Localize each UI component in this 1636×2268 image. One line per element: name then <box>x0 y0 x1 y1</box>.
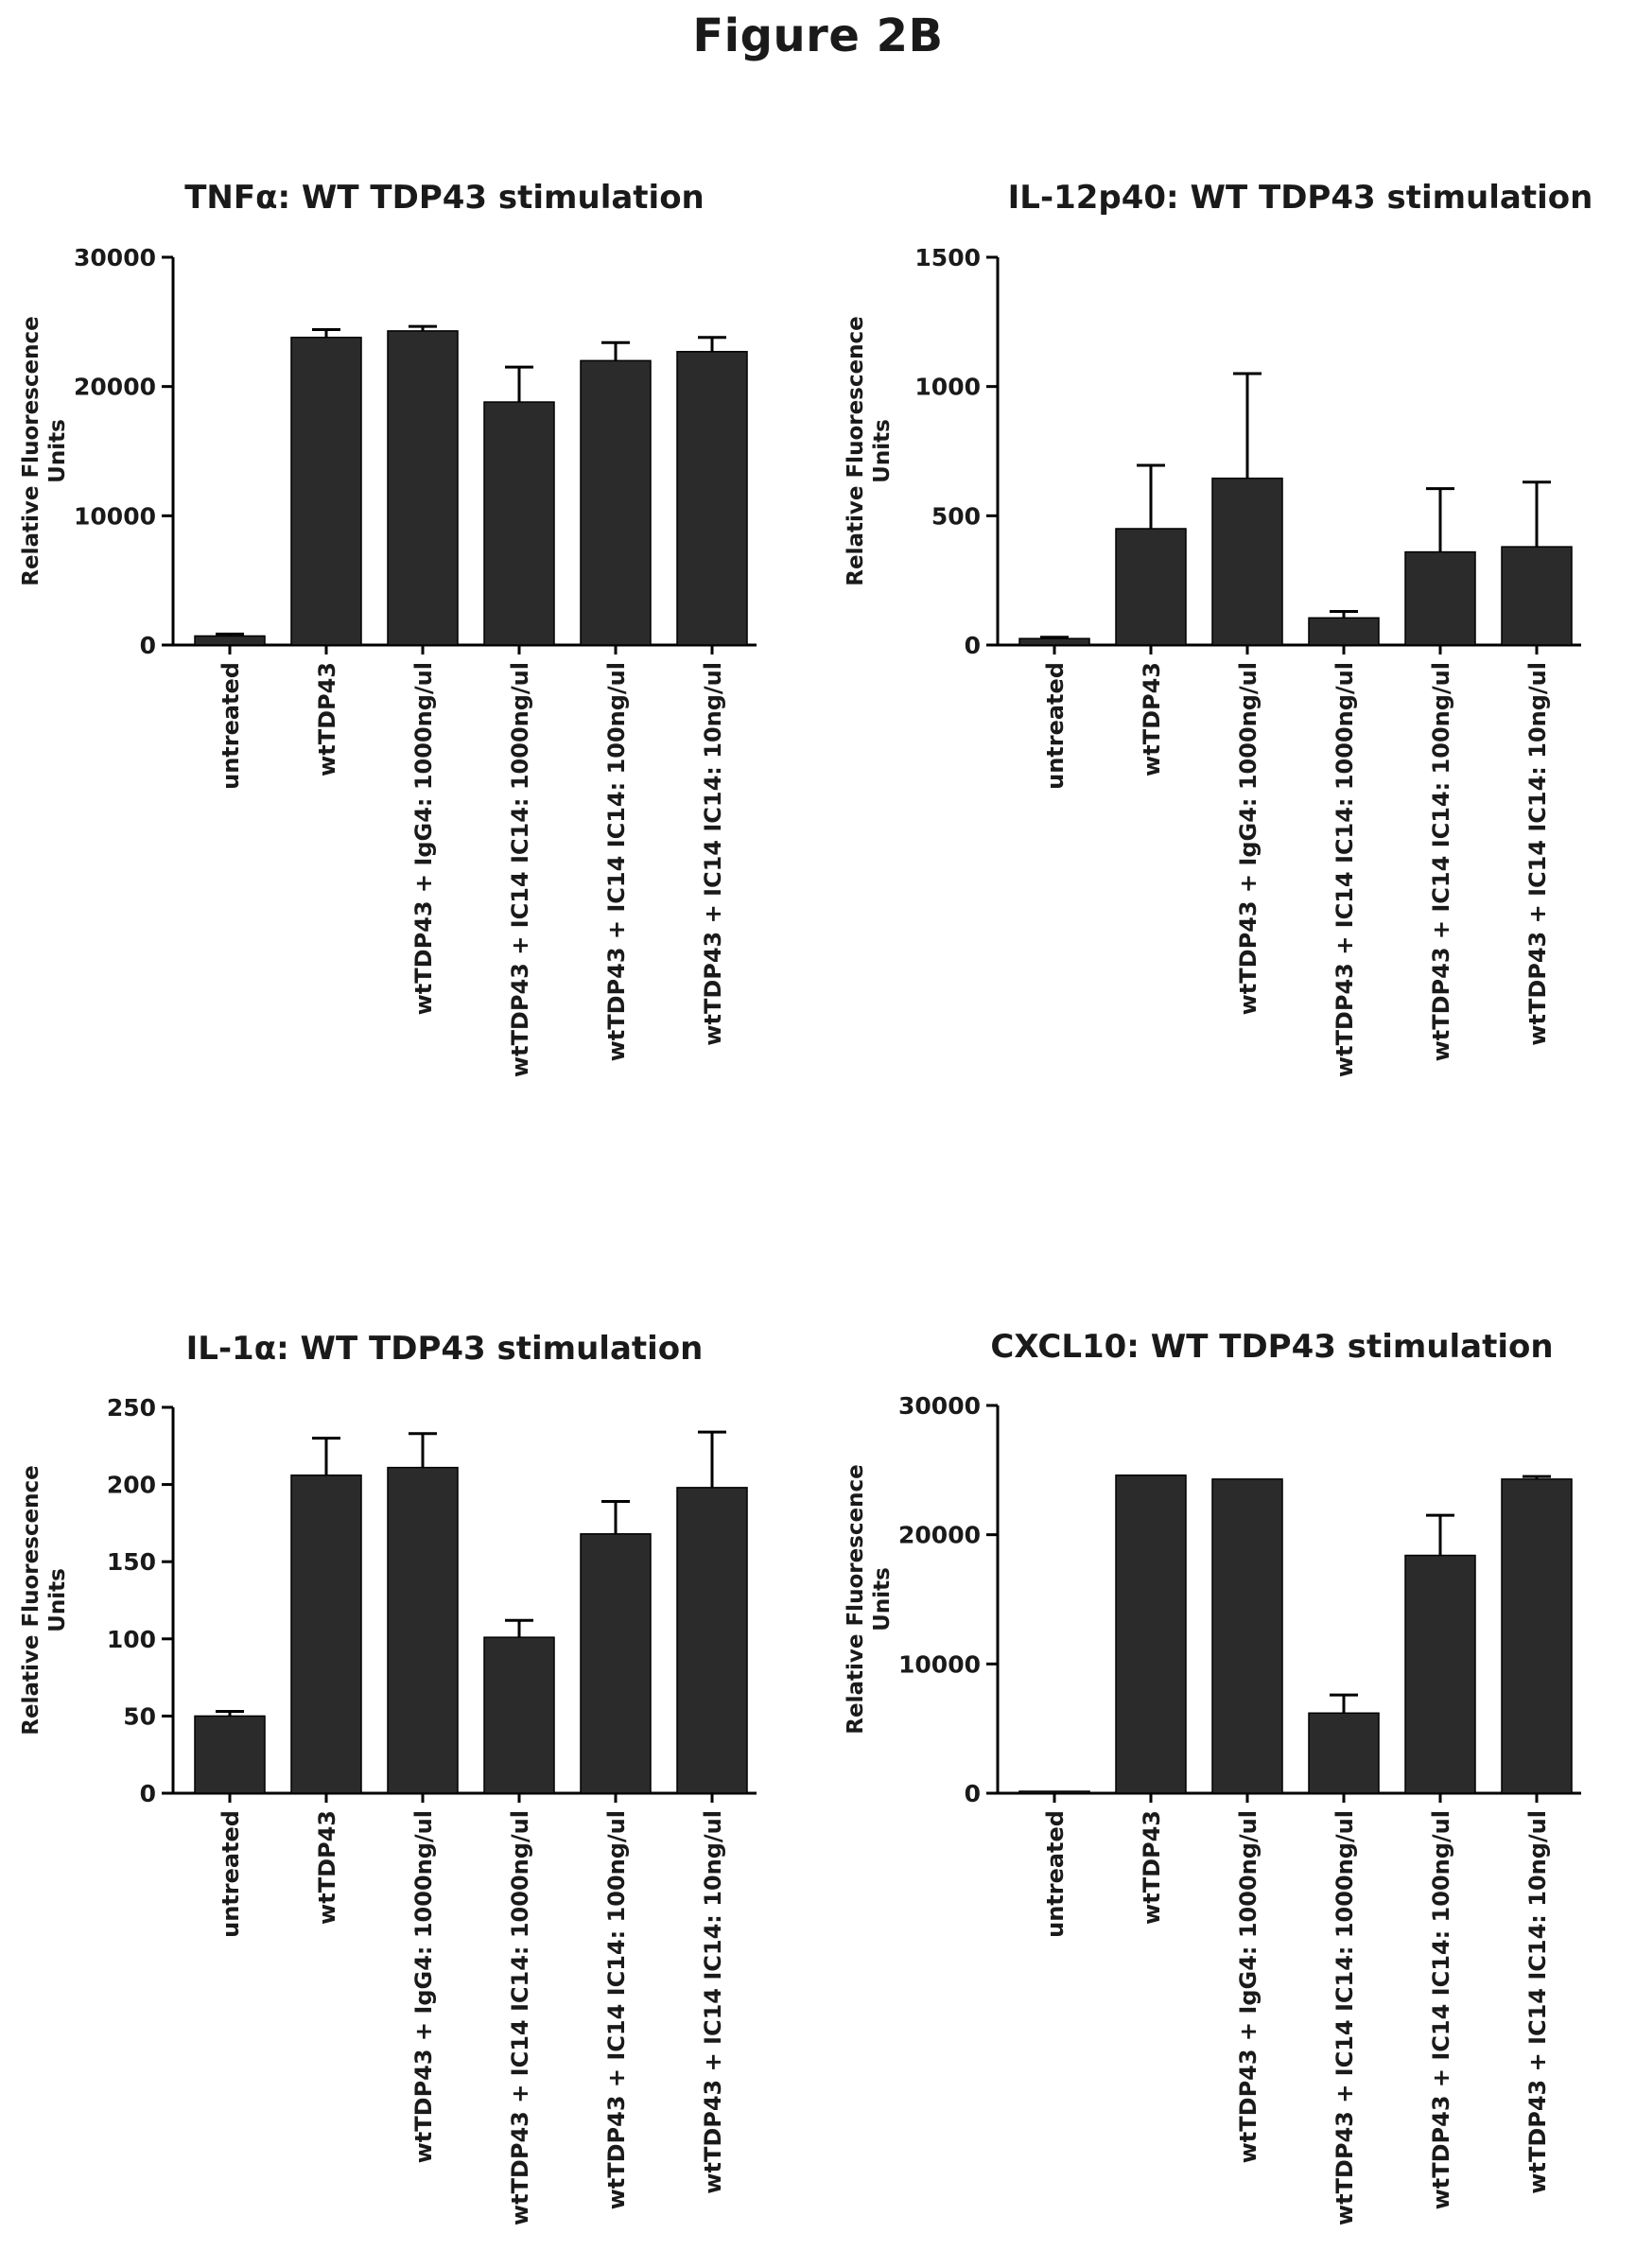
bar <box>676 351 748 646</box>
y-axis-label-line: Relative Fluorescence <box>844 316 868 585</box>
category-label: wtTDP43 + IC14 IC14: 1000ng/ul <box>507 662 533 1077</box>
category-label: wtTDP43 <box>314 1810 340 1925</box>
y-axis-label-line: Units <box>45 419 70 483</box>
y-axis-label-line: Units <box>870 419 895 483</box>
y-axis-label: Relative FluorescenceUnits <box>844 1464 895 1734</box>
bar <box>387 330 459 646</box>
bar <box>1501 1478 1573 1794</box>
bar <box>194 635 266 646</box>
category-label: wtTDP43 + IC14 IC14: 10ng/ul <box>1524 662 1551 1046</box>
bar <box>1501 546 1573 646</box>
chart-title: TNFα: WT TDP43 stimulation <box>184 179 705 217</box>
category-label: wtTDP43 <box>1139 1810 1165 1925</box>
category-label: wtTDP43 + IgG4: 1000ng/ul <box>1235 1810 1262 2163</box>
y-tick-label: 1000 <box>914 374 981 401</box>
category-label: wtTDP43 + IC14 IC14: 100ng/ul <box>1428 1810 1454 2209</box>
category-label: wtTDP43 + IgG4: 1000ng/ul <box>1235 662 1262 1015</box>
y-tick-label: 30000 <box>898 1392 981 1420</box>
bar <box>1115 1474 1187 1794</box>
bar <box>194 1715 266 1794</box>
category-label: wtTDP43 + IC14 IC14: 100ng/ul <box>603 662 630 1061</box>
bar <box>1211 1478 1283 1794</box>
bar <box>483 401 555 646</box>
y-axis-label-line: Relative Fluorescence <box>19 1465 44 1735</box>
y-tick-label: 20000 <box>74 374 156 401</box>
bar <box>1115 528 1187 646</box>
bar <box>676 1487 748 1794</box>
chart-cxcl10: CXCL10: WT TDP43 stimulation Relative Flu… <box>844 1328 1581 2225</box>
category-label: untreated <box>218 662 244 790</box>
y-axis-label-line: Units <box>45 1568 70 1632</box>
figure-title: Figure 2B <box>692 9 944 62</box>
bar <box>1018 637 1090 646</box>
category-label: wtTDP43 + IC14 IC14: 10ng/ul <box>1524 1810 1551 2194</box>
bar <box>1308 1712 1380 1794</box>
y-axis-label-line: Units <box>870 1567 895 1631</box>
category-label: wtTDP43 + IgG4: 1000ng/ul <box>410 662 437 1015</box>
category-label: untreated <box>1042 662 1069 790</box>
chart-il12p40: IL-12p40: WT TDP43 stimulation Relative F… <box>844 179 1593 1077</box>
bar <box>1211 477 1283 646</box>
y-axis-label-line: Relative Fluorescence <box>19 316 44 585</box>
category-label: wtTDP43 + IC14 IC14: 10ng/ul <box>700 1810 726 2194</box>
category-label: wtTDP43 + IC14 IC14: 1000ng/ul <box>1331 1810 1358 2225</box>
category-label: untreated <box>218 1810 244 1938</box>
y-tick-label: 10000 <box>74 502 156 530</box>
bar <box>580 1533 652 1794</box>
y-tick-label: 0 <box>965 1780 981 1807</box>
chart-title: IL-12p40: WT TDP43 stimulation <box>1008 179 1593 217</box>
y-axis-label-line: Relative Fluorescence <box>844 1464 868 1734</box>
category-label: wtTDP43 <box>1139 662 1165 776</box>
y-tick-label: 150 <box>107 1548 156 1576</box>
category-label: wtTDP43 + IgG4: 1000ng/ul <box>410 1810 437 2163</box>
y-tick-label: 1500 <box>914 244 981 271</box>
category-label: wtTDP43 + IC14 IC14: 1000ng/ul <box>507 1810 533 2225</box>
bar <box>290 1474 362 1794</box>
chart-il1-alpha: IL-1α: WT TDP43 stimulation Relative Fluo… <box>19 1330 757 2225</box>
bar <box>1404 1554 1476 1794</box>
y-tick-label: 500 <box>931 502 981 530</box>
y-tick-label: 0 <box>140 1780 156 1807</box>
chart-title: IL-1α: WT TDP43 stimulation <box>186 1330 704 1368</box>
y-tick-label: 100 <box>107 1626 156 1653</box>
category-label: wtTDP43 + IC14 IC14: 100ng/ul <box>603 1810 630 2209</box>
category-label: wtTDP43 + IC14 IC14: 100ng/ul <box>1428 662 1454 1061</box>
y-tick-label: 20000 <box>898 1522 981 1549</box>
category-label: wtTDP43 + IC14 IC14: 10ng/ul <box>700 662 726 1046</box>
bar <box>483 1636 555 1794</box>
category-label: untreated <box>1042 1810 1069 1938</box>
chart-title: CXCL10: WT TDP43 stimulation <box>990 1328 1553 1366</box>
category-label: wtTDP43 + IC14 IC14: 1000ng/ul <box>1331 662 1358 1077</box>
y-tick-label: 30000 <box>74 244 156 271</box>
bar <box>387 1466 459 1794</box>
y-tick-label: 50 <box>123 1702 156 1730</box>
y-axis-label: Relative FluorescenceUnits <box>844 316 895 585</box>
bar <box>1308 617 1380 646</box>
y-tick-label: 10000 <box>898 1650 981 1678</box>
y-tick-label: 0 <box>965 632 981 659</box>
bar <box>290 336 362 646</box>
category-label: wtTDP43 <box>314 662 340 776</box>
y-axis-label: Relative FluorescenceUnits <box>19 316 70 585</box>
chart-tnf-alpha: TNFα: WT TDP43 stimulation Relative Fluor… <box>19 179 757 1077</box>
bar <box>580 359 652 646</box>
y-tick-label: 250 <box>107 1394 156 1422</box>
y-axis-label: Relative FluorescenceUnits <box>19 1465 70 1735</box>
y-tick-label: 200 <box>107 1472 156 1499</box>
y-tick-label: 0 <box>140 632 156 659</box>
bar <box>1018 1790 1090 1794</box>
bar <box>1404 550 1476 646</box>
